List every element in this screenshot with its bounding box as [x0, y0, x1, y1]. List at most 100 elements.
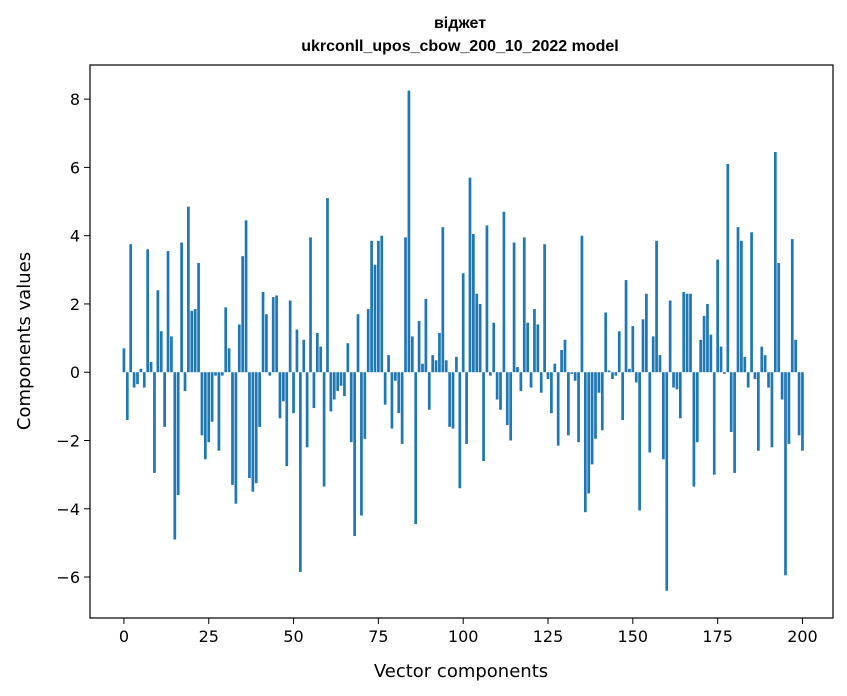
- bar-0: [122, 348, 126, 373]
- bar-119: [526, 322, 530, 373]
- bar-42: [265, 314, 268, 373]
- bar-106: [482, 372, 485, 461]
- bar-188: [760, 346, 764, 373]
- bar-158: [658, 355, 662, 373]
- bar-185: [750, 232, 753, 373]
- bar-56: [312, 372, 316, 409]
- bar-196: [787, 372, 791, 444]
- bar-39: [254, 372, 258, 484]
- bar-108: [488, 372, 492, 376]
- bar-174: [712, 372, 716, 475]
- bar-11: [159, 331, 163, 373]
- bar-9: [153, 372, 156, 473]
- bar-22: [197, 262, 200, 373]
- bar-85: [410, 336, 414, 373]
- bar-76: [380, 235, 384, 373]
- y-tick-label: −4: [56, 500, 80, 519]
- bar-66: [346, 343, 350, 373]
- bar-133: [573, 372, 577, 381]
- bar-57: [315, 332, 319, 373]
- bar-67: [349, 372, 353, 443]
- bar-145: [614, 372, 618, 376]
- bar-58: [319, 346, 323, 373]
- bar-132: [570, 372, 574, 374]
- bar-168: [692, 372, 696, 487]
- bar-177: [723, 372, 726, 374]
- bar-102: [468, 177, 472, 373]
- bar-24: [203, 372, 207, 460]
- bar-194: [780, 372, 784, 400]
- bar-182: [740, 240, 743, 373]
- bar-8: [149, 361, 153, 373]
- bar-35: [241, 256, 245, 373]
- bar-5: [139, 368, 143, 373]
- bar-43: [268, 372, 272, 376]
- bar-126: [550, 372, 553, 414]
- bar-50: [292, 372, 295, 414]
- bar-150: [631, 326, 635, 373]
- bar-144: [611, 372, 614, 380]
- bar-84: [407, 90, 411, 373]
- y-tick-label: 6: [70, 158, 80, 177]
- bar-59: [322, 372, 326, 487]
- bar-14: [170, 336, 173, 373]
- bar-6: [142, 372, 146, 388]
- bar-122: [536, 324, 540, 373]
- bar-130: [563, 339, 567, 373]
- bar-171: [702, 315, 706, 373]
- x-tick-label: 175: [702, 627, 733, 646]
- bar-29: [220, 372, 224, 376]
- bar-51: [295, 329, 299, 373]
- bar-113: [505, 372, 509, 426]
- bar-32: [231, 372, 234, 485]
- bar-127: [553, 363, 557, 373]
- bar-80: [393, 372, 397, 381]
- y-tick-label: 4: [70, 227, 80, 246]
- bar-69: [356, 314, 360, 373]
- bar-117: [519, 372, 523, 391]
- bar-27: [214, 372, 217, 376]
- bar-15: [173, 372, 177, 540]
- bar-121: [533, 309, 536, 373]
- bar-53: [302, 339, 306, 373]
- chart-title-line2: ukrconll_upos_cbow_200_10_2022 model: [301, 38, 618, 55]
- x-tick-label: 150: [618, 627, 649, 646]
- bar-4: [136, 372, 139, 385]
- bar-165: [682, 292, 686, 373]
- bar-41: [261, 292, 265, 373]
- bar-112: [502, 211, 506, 373]
- x-tick-label: 50: [283, 627, 303, 646]
- bar-153: [641, 319, 645, 373]
- bar-38: [251, 372, 255, 492]
- bar-164: [678, 372, 682, 419]
- x-axis-label: Vector components: [374, 661, 548, 682]
- bar-65: [343, 372, 346, 397]
- bar-124: [543, 244, 546, 373]
- bar-68: [353, 372, 356, 537]
- bar-99: [458, 372, 462, 489]
- bar-186: [753, 372, 757, 380]
- bar-160: [665, 372, 669, 591]
- bar-146: [617, 331, 621, 373]
- bar-25: [207, 372, 211, 443]
- bar-101: [465, 372, 468, 444]
- bar-147: [621, 372, 625, 421]
- bar-46: [278, 372, 282, 419]
- bar-88: [421, 363, 424, 373]
- bar-136: [583, 372, 587, 513]
- bar-125: [546, 372, 550, 380]
- bar-192: [773, 152, 777, 373]
- bar-107: [485, 225, 489, 373]
- bar-129: [560, 350, 563, 373]
- bar-157: [655, 240, 658, 373]
- bar-170: [699, 339, 703, 373]
- bar-37: [248, 372, 251, 479]
- bar-98: [455, 356, 458, 373]
- bar-173: [709, 334, 713, 373]
- bar-105: [478, 303, 482, 373]
- bar-155: [648, 372, 652, 453]
- bar-10: [156, 290, 160, 373]
- bar-33: [234, 372, 238, 504]
- bar-96: [448, 372, 451, 427]
- bars-group: [122, 90, 804, 591]
